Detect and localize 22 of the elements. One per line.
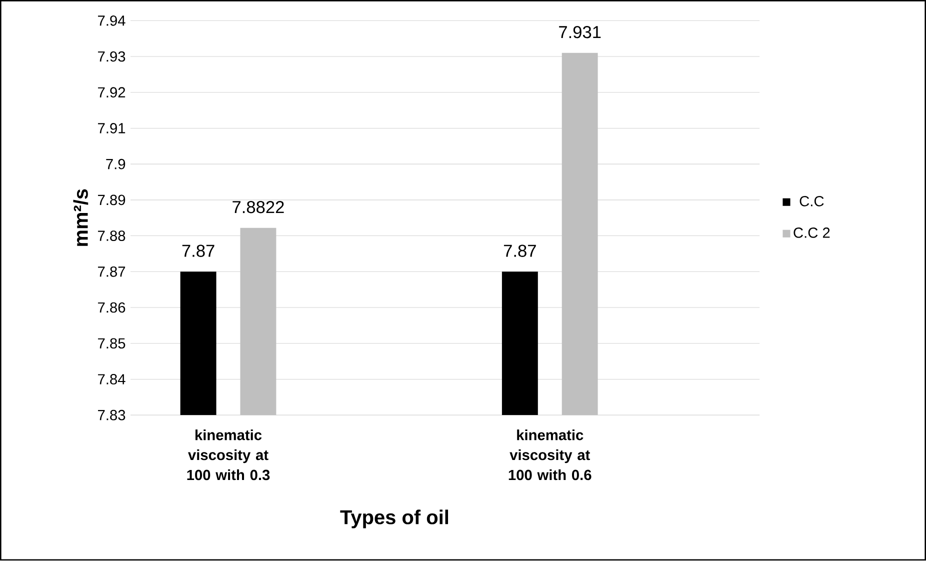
y-tick-label: 7.92 bbox=[98, 87, 126, 98]
data-label: 7.8822 bbox=[232, 201, 284, 214]
y-tick-label: 7.94 bbox=[98, 16, 126, 26]
data-label: 7.87 bbox=[504, 244, 536, 258]
y-tick-label: 7.83 bbox=[98, 410, 126, 420]
y-tick-label: 7.93 bbox=[98, 52, 126, 62]
y-tick-label: 7.88 bbox=[98, 230, 126, 242]
x-axis-title: Types of oil bbox=[340, 510, 448, 528]
legend-label: C.C bbox=[800, 196, 824, 207]
y-tick-label: 7.91 bbox=[98, 123, 126, 134]
data-label: 7.931 bbox=[559, 26, 601, 38]
data-label: 7.87 bbox=[182, 244, 214, 258]
y-tick-label: 7.89 bbox=[98, 194, 126, 206]
y-axis-title: mm²/s bbox=[73, 190, 88, 246]
legend-label: C.C 2 bbox=[794, 228, 830, 238]
y-tick-label: 7.86 bbox=[98, 302, 126, 313]
y-tick-label: 7.84 bbox=[98, 374, 126, 385]
y-tick-label: 7.9 bbox=[106, 159, 126, 170]
y-tick-label: 7.87 bbox=[98, 266, 126, 278]
x-tick-label: kinematic viscosity at 100 with 0.6 bbox=[508, 430, 592, 480]
y-tick-label: 7.85 bbox=[98, 338, 126, 349]
x-tick-label: kinematic viscosity at 100 with 0.3 bbox=[187, 430, 270, 480]
